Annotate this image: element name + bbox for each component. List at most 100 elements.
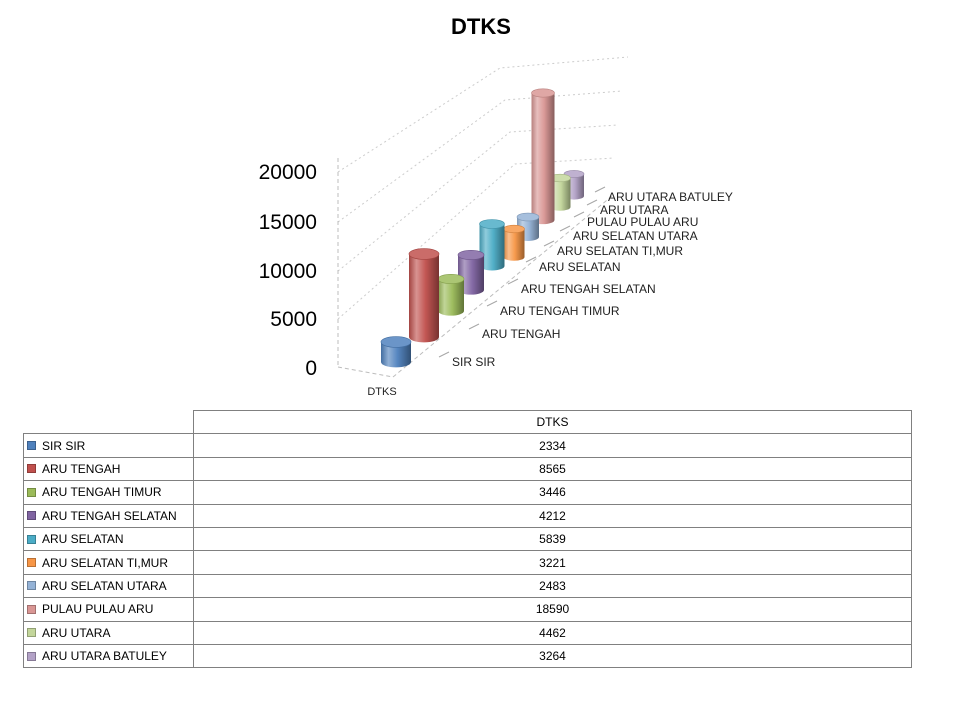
legend-swatch <box>27 487 36 497</box>
y-tick-label: 5000 <box>270 308 317 331</box>
y-tick-label: 0 <box>305 357 317 380</box>
value-axis-labels: 20000 15000 10000 5000 0 <box>259 161 317 380</box>
tick-aru-selatan <box>525 256 537 263</box>
legend-cell: ARU TENGAH SELATAN <box>23 503 194 528</box>
value-cell: 5839 <box>193 526 912 552</box>
category-label-aru-utara-batuley: ARU UTARA BATULEY <box>608 190 733 204</box>
category-label-aru-utara: ARU UTARA <box>600 203 668 217</box>
gridline-15000 <box>337 90 623 223</box>
value-cell: 8565 <box>193 456 912 482</box>
category-label-sir-sir: SIR SIR <box>452 355 496 369</box>
table-header-value-cell: DTKS <box>193 409 912 435</box>
cylinder-aru-tengah-timur[interactable] <box>437 274 465 316</box>
category-label-aru-selatan-utara: ARU SELATAN UTARA <box>573 229 698 243</box>
category-axis-edge <box>392 195 613 378</box>
value-cell: 3264 <box>193 643 912 669</box>
chart-title[interactable]: DTKS <box>451 14 511 39</box>
cylinder-sir-sir[interactable] <box>380 336 412 368</box>
floor-left-edge <box>337 366 394 378</box>
cylinder-top <box>479 219 505 229</box>
category-label-aru-tengah: ARU TENGAH <box>482 327 560 341</box>
data-table: DTKS SIR SIR 2334 ARU TENGAH 8565 ARU TENGAH… <box>23 409 912 669</box>
legend-swatch <box>27 441 36 451</box>
tick-aru-selatan-timur <box>543 240 555 247</box>
cylinder-pulau-pulau-aru[interactable] <box>531 88 555 225</box>
category-label-pulau-pulau-aru: PULAU PULAU ARU <box>587 215 698 229</box>
legend-swatch <box>27 534 36 544</box>
legend-label: ARU TENGAH SELATAN <box>42 508 177 523</box>
category-axis-labels: SIR SIR ARU TENGAH ARU TENGAH TIMUR ARU … <box>452 190 733 369</box>
table-row: ARU SELATAN 5839 <box>23 526 912 552</box>
value-cell: 4462 <box>193 620 912 645</box>
legend-swatch <box>27 581 36 591</box>
value-gridlines <box>337 56 629 320</box>
value-cell: 3446 <box>193 480 912 505</box>
tick-sir-sir <box>438 351 450 358</box>
gridline-10000 <box>337 124 619 272</box>
legend-label: ARU UTARA BATULEY <box>42 649 167 664</box>
tick-aru-tengah <box>468 323 480 330</box>
legend-cell: ARU SELATAN <box>23 526 194 552</box>
cylinder-aru-tengah[interactable] <box>408 248 440 343</box>
tick-aru-tengah-selatan <box>507 278 519 285</box>
legend-label: ARU SELATAN UTARA <box>42 578 167 593</box>
cylinder-body <box>381 342 411 362</box>
table-row: ARU SELATAN TI,MUR 3221 <box>23 550 912 575</box>
category-label-aru-tengah-selatan: ARU TENGAH SELATAN <box>521 282 656 296</box>
y-tick-label: 15000 <box>259 211 317 234</box>
cylinder-body <box>549 178 571 207</box>
legend-label: PULAU PULAU ARU <box>42 602 154 617</box>
table-row: ARU TENGAH 8565 <box>23 456 912 482</box>
category-label-aru-selatan-timur: ARU SELATAN TI,MUR <box>557 244 683 258</box>
legend-label: SIR SIR <box>42 438 86 453</box>
legend-swatch <box>27 628 36 638</box>
table-header-empty-cell <box>24 411 194 434</box>
category-label-aru-selatan: ARU SELATAN <box>539 260 621 274</box>
legend-label: ARU TENGAH <box>42 461 121 476</box>
legend-swatch <box>27 651 36 661</box>
cylinder-top <box>380 336 412 348</box>
value-cell: 4212 <box>193 503 912 528</box>
y-tick-label: 10000 <box>259 260 317 283</box>
legend-cell: ARU SELATAN TI,MUR <box>23 550 194 575</box>
category-label-aru-tengah-timur: ARU TENGAH TIMUR <box>500 304 620 318</box>
series-axis-label: DTKS <box>367 386 396 398</box>
legend-swatch <box>27 511 36 521</box>
tick-aru-tengah-timur <box>486 300 498 307</box>
cylinder-aru-utara[interactable] <box>549 173 571 211</box>
legend-cell: ARU UTARA BATULEY <box>23 643 194 669</box>
cylinder-top <box>503 224 525 234</box>
legend-swatch <box>27 558 36 568</box>
tick-aru-selatan-utara <box>559 225 571 232</box>
cylinder-top <box>437 274 465 284</box>
cylinder-body <box>531 93 555 220</box>
cylinder-top <box>457 250 485 260</box>
value-cell: 3221 <box>193 550 912 575</box>
legend-cell: ARU UTARA <box>23 620 194 645</box>
cylinder-top <box>408 248 440 260</box>
legend-swatch <box>27 464 36 474</box>
cylinder-top <box>516 212 540 222</box>
table-row: ARU TENGAH TIMUR 3446 <box>23 480 912 505</box>
table-row: SIR SIR 2334 <box>23 433 912 458</box>
legend-label: ARU TENGAH TIMUR <box>42 485 162 500</box>
value-cell: 2483 <box>193 573 912 599</box>
cylinder-series <box>380 88 585 368</box>
3d-cylinder-chart: DTKS <box>259 14 733 398</box>
legend-cell: ARU TENGAH TIMUR <box>23 480 194 505</box>
gridline-20000 <box>337 56 629 173</box>
legend-cell: PULAU PULAU ARU <box>23 597 194 622</box>
table-row: ARU TENGAH SELATAN 4212 <box>23 503 912 528</box>
cylinder-body <box>409 254 439 337</box>
legend-cell: ARU SELATAN UTARA <box>23 573 194 599</box>
cylinder-aru-selatan-ti-mur[interactable] <box>503 224 525 261</box>
axis-frame <box>337 158 613 378</box>
table-row: ARU SELATAN UTARA 2483 <box>23 573 912 599</box>
legend-label: ARU UTARA <box>42 625 111 640</box>
value-cell: 2334 <box>193 433 912 458</box>
table-row: ARU UTARA BATULEY 3264 <box>23 643 912 669</box>
legend-cell: ARU TENGAH <box>23 456 194 482</box>
legend-label: ARU SELATAN <box>42 532 124 547</box>
category-tick-marks <box>438 186 606 358</box>
